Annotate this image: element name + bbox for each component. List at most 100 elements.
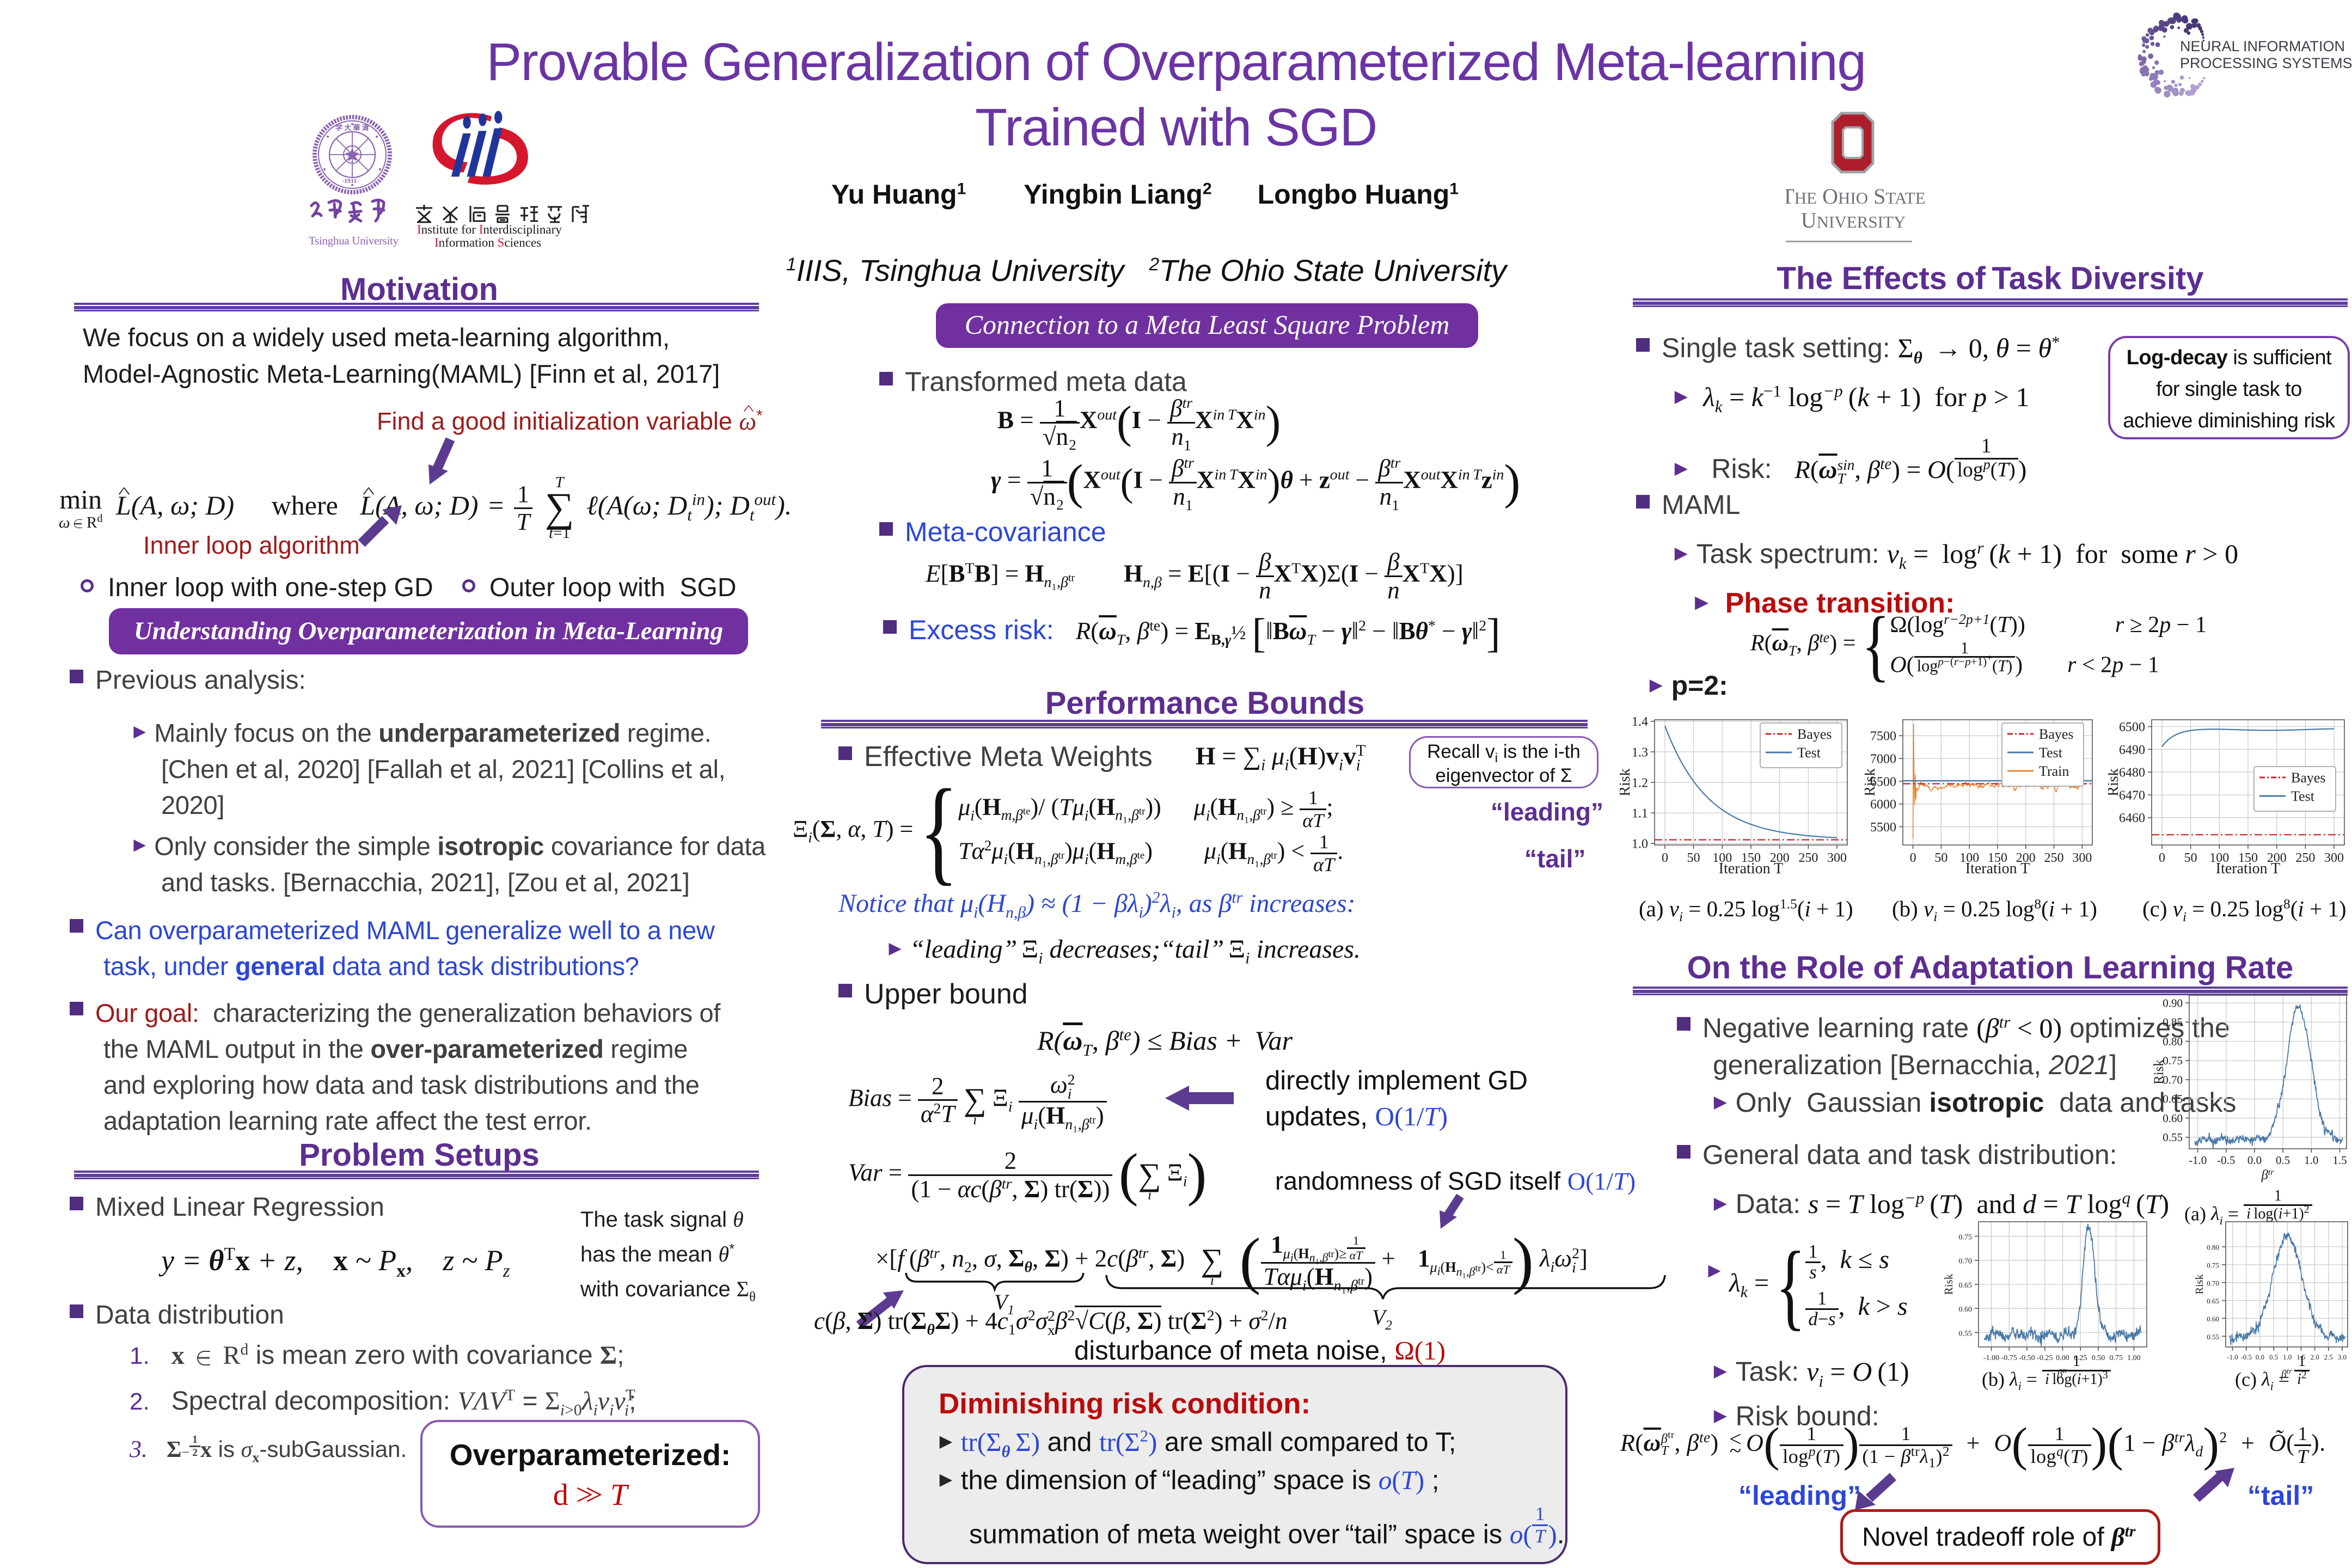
svg-text:0.60: 0.60 <box>2207 1315 2219 1323</box>
svg-text:Risk: Risk <box>1865 768 1878 796</box>
svg-text:1.00: 1.00 <box>2127 1354 2141 1362</box>
svg-text:Test: Test <box>2039 745 2063 761</box>
svg-text:Test: Test <box>2291 788 2315 804</box>
svg-text:Tsinghua University: Tsinghua University <box>309 234 399 247</box>
svg-text:250: 250 <box>2295 851 2315 865</box>
svg-text:0.75: 0.75 <box>2109 1354 2123 1362</box>
svg-text:0.55: 0.55 <box>2163 1131 2183 1144</box>
svg-text:100: 100 <box>1959 851 1979 865</box>
svg-text:0.80: 0.80 <box>2163 1035 2183 1048</box>
svg-text:-1.0: -1.0 <box>2227 1353 2238 1361</box>
svg-text:6470: 6470 <box>2119 788 2145 803</box>
svg-text:0.85: 0.85 <box>2163 1016 2183 1029</box>
svg-text:UNIVERSITY: UNIVERSITY <box>1801 208 1906 232</box>
svg-text:-1.0: -1.0 <box>2189 1154 2207 1167</box>
svg-text:200: 200 <box>2016 851 2036 865</box>
svg-text:1.5: 1.5 <box>2296 1353 2305 1361</box>
svg-text:0.0: 0.0 <box>2247 1154 2262 1167</box>
svg-text:0: 0 <box>2159 851 2165 865</box>
svg-text:0.55: 0.55 <box>1959 1330 1973 1338</box>
svg-text:Train: Train <box>2039 763 2069 779</box>
svg-text:7000: 7000 <box>1870 752 1896 767</box>
svg-text:0.50: 0.50 <box>2092 1354 2105 1362</box>
svg-text:150: 150 <box>2238 851 2258 865</box>
svg-text:2.5: 2.5 <box>2324 1353 2333 1361</box>
svg-text:Bayes: Bayes <box>2039 726 2074 742</box>
svg-text:0.60: 0.60 <box>1959 1306 1973 1314</box>
svg-text:100: 100 <box>1712 851 1732 865</box>
svg-text:7500: 7500 <box>1870 730 1896 744</box>
svg-text:1.1: 1.1 <box>1632 807 1648 821</box>
svg-text:Bayes: Bayes <box>1797 726 1832 742</box>
svg-text:0: 0 <box>1662 851 1668 865</box>
svg-text:6500: 6500 <box>1870 775 1896 789</box>
svg-text:-1.00: -1.00 <box>1983 1354 1999 1362</box>
svg-text:0.5: 0.5 <box>2276 1154 2290 1167</box>
svg-text:βtr: βtr <box>2261 1168 2274 1183</box>
svg-text:2.0: 2.0 <box>2310 1353 2319 1361</box>
svg-text:1.0: 1.0 <box>2304 1154 2318 1167</box>
svg-text:0.65: 0.65 <box>2163 1093 2183 1106</box>
svg-text:0: 0 <box>1910 851 1916 865</box>
svg-text:1.5: 1.5 <box>2332 1154 2347 1167</box>
svg-text:250: 250 <box>2044 851 2064 865</box>
svg-text:0.90: 0.90 <box>2163 997 2183 1010</box>
svg-text:3.0: 3.0 <box>2338 1353 2347 1361</box>
svg-text:6000: 6000 <box>1870 798 1896 812</box>
svg-text:Risk: Risk <box>2153 1059 2166 1085</box>
svg-text:1.2: 1.2 <box>1632 776 1648 790</box>
svg-text:0.0: 0.0 <box>2256 1353 2264 1361</box>
svg-text:0.75: 0.75 <box>1959 1234 1973 1242</box>
svg-text:Risk: Risk <box>1943 1273 1955 1295</box>
svg-text:150: 150 <box>1741 851 1761 865</box>
svg-text:6460: 6460 <box>2119 811 2145 825</box>
svg-text:0.5: 0.5 <box>2269 1353 2278 1361</box>
svg-text:0.80: 0.80 <box>2207 1244 2219 1252</box>
svg-text:0.65: 0.65 <box>1959 1282 1973 1290</box>
svg-text:Bayes: Bayes <box>2291 770 2326 786</box>
svg-text:5500: 5500 <box>1870 820 1896 835</box>
svg-text:-1911-: -1911- <box>342 177 359 185</box>
svg-text:200: 200 <box>2267 851 2287 865</box>
svg-text:Information Sciences: Information Sciences <box>434 236 541 249</box>
svg-text:学 大 華 清: 学 大 華 清 <box>335 124 369 132</box>
svg-text:300: 300 <box>1827 851 1847 865</box>
svg-text:Risk: Risk <box>2194 1275 2206 1295</box>
svg-text:6490: 6490 <box>2119 743 2145 757</box>
svg-text:Iteration T: Iteration T <box>1965 860 2030 877</box>
svg-text:1.4: 1.4 <box>1632 715 1648 729</box>
svg-text:1.3: 1.3 <box>1632 745 1648 759</box>
svg-text:250: 250 <box>1798 851 1818 865</box>
svg-text:Risk: Risk <box>2108 768 2122 796</box>
svg-text:-0.25: -0.25 <box>2037 1354 2053 1362</box>
svg-text:50: 50 <box>2184 851 2197 865</box>
svg-text:Test: Test <box>1797 745 1821 761</box>
svg-text:200: 200 <box>1770 851 1790 865</box>
svg-text:50: 50 <box>1687 851 1700 865</box>
svg-text:1.0: 1.0 <box>1632 837 1648 852</box>
svg-text:THE OHIO STATE: THE OHIO STATE <box>1786 184 1926 209</box>
svg-text:0.25: 0.25 <box>2074 1354 2087 1362</box>
svg-text:Iteration T: Iteration T <box>1719 860 1783 877</box>
svg-text:-0.50: -0.50 <box>2019 1354 2035 1362</box>
svg-text:0.75: 0.75 <box>2163 1054 2183 1067</box>
svg-text:Risk: Risk <box>1620 768 1633 796</box>
svg-text:0.70: 0.70 <box>2207 1279 2219 1287</box>
svg-text:0.70: 0.70 <box>2163 1074 2183 1087</box>
svg-text:6480: 6480 <box>2119 766 2145 780</box>
svg-text:0.65: 0.65 <box>2207 1297 2219 1305</box>
svg-text:50: 50 <box>1934 851 1947 865</box>
svg-text:150: 150 <box>1988 851 2007 865</box>
svg-text:1.0: 1.0 <box>2283 1353 2292 1361</box>
svg-text:0.70: 0.70 <box>1959 1258 1973 1266</box>
svg-text:100: 100 <box>2209 851 2229 865</box>
svg-text:0.00: 0.00 <box>2056 1354 2069 1362</box>
svg-text:-0.5: -0.5 <box>2241 1353 2252 1361</box>
svg-text:Iteration T: Iteration T <box>2216 860 2280 877</box>
svg-text:0.60: 0.60 <box>2163 1112 2183 1125</box>
svg-text:0.55: 0.55 <box>2207 1333 2219 1341</box>
svg-text:300: 300 <box>2324 851 2344 865</box>
svg-text:Institute for Interdisciplinar: Institute for Interdisciplinary <box>417 223 562 236</box>
svg-text:300: 300 <box>2072 851 2092 865</box>
svg-text:0.75: 0.75 <box>2207 1261 2219 1270</box>
